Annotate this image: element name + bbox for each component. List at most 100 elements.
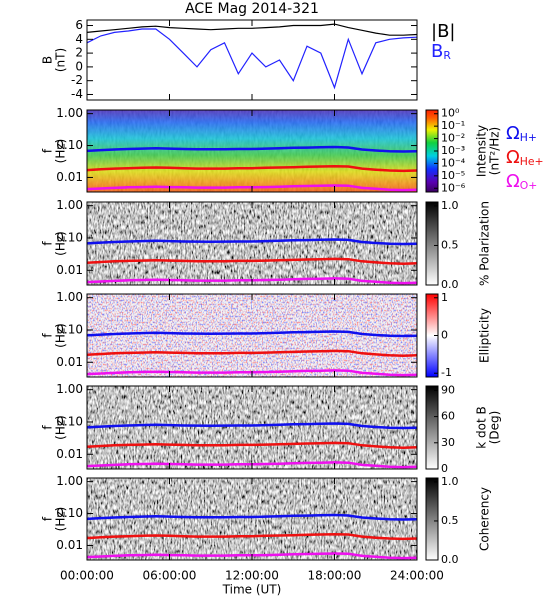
colorbar-tick-label: 0.0 [441,553,459,566]
series-line [86,164,418,173]
y-axis-label: f [41,333,55,338]
spectrogram-image [87,202,417,285]
colorbar-tick-label: 10⁻³ [441,144,465,157]
y-tick-label: 0.10 [56,138,83,152]
colorbar [425,201,439,286]
x-tick-label: 06:00:00 [143,569,197,583]
legend-label: |B| [431,21,455,42]
colorbar-label: % Polarization [478,201,492,286]
colorbar-label: Coherency [478,487,492,551]
y-tick-label: 1.00 [56,106,83,120]
y-axis-label: f [41,516,55,521]
y-tick-label: 0.01 [56,538,83,552]
y-tick-label: 0 [75,59,83,73]
colorbar-label: (Deg) [488,411,502,445]
y-tick-label: 0.10 [56,414,83,428]
series-line [86,145,418,153]
colorbar-label: Intensity [475,125,489,177]
series-line [86,441,418,449]
colorbar-label: (nT²/Hz) [488,127,502,175]
legend-label: ΩO+ [506,171,537,192]
colorbar-tick-label: 0 [441,462,448,475]
y-tick-label: 1.00 [56,198,83,212]
y-tick-label: 0.01 [56,355,83,369]
colorbar-label: Ellipticity [478,308,492,363]
legend-name: |B| [431,21,455,42]
y-tick-label: -2 [71,73,83,87]
legend-label: BR [431,41,451,62]
x-tick-label: 12:00:00 [225,569,279,583]
x-tick-label: 18:00:00 [308,569,362,583]
colorbar-tick-label: 30 [441,436,455,449]
legend-label: ΩH+ [506,123,537,144]
colorbar-tick-label: -1 [441,366,452,379]
x-tick-label: 24:00:00 [390,569,444,583]
y-axis-label: (Hz) [54,323,68,348]
colorbar-tick-label: 60 [441,410,455,423]
colorbar-tick-label: 10⁻⁶ [441,181,466,194]
y-axis-label: B [41,56,55,64]
colorbar-tick-label: 10⁻² [441,132,465,145]
legend-subscript: R [443,49,451,62]
legend-name: Ω [506,123,520,144]
colorbar-tick-label: 0.5 [441,514,459,527]
series-line [86,28,418,90]
y-tick-label: 0.10 [56,230,83,244]
y-axis-label: (Hz) [54,139,68,164]
y-tick-label: 1.00 [56,382,83,396]
y-tick-label: 0.01 [56,447,83,461]
y-tick-label: 1.00 [56,474,83,488]
series-line [86,532,418,541]
spectrogram-texture [87,294,417,377]
series-line [86,330,418,338]
y-axis-label: (nT) [54,48,68,72]
series-line [86,349,418,357]
spectrogram-image [87,478,417,560]
colorbar-tick-label: 1.0 [441,475,459,488]
spectrogram-image [87,386,417,469]
legend-subscript: O+ [520,179,538,192]
series-line [86,257,418,265]
legend-name: B [431,41,443,62]
legend-subscript: H+ [520,131,537,144]
y-tick-label: 0.01 [56,263,83,277]
y-tick-label: 2 [75,46,83,60]
colorbar-tick-label: 10⁻¹ [441,119,465,132]
chart-title: ACE Mag 2014-321 [185,1,319,17]
x-tick-label: 00:00:00 [60,569,114,583]
colorbar-tick-label: 0 [441,329,448,342]
legend-label: ΩHe+ [506,147,544,168]
legend-subscript: He+ [520,155,544,168]
colorbar-tick-label: 10⁰ [441,107,460,120]
y-tick-label: -4 [71,87,83,101]
y-axis-label: f [41,425,55,430]
x-axis-label: Time (UT) [222,583,282,597]
legend-name: Ω [506,171,520,192]
y-tick-label: 0.10 [56,506,83,520]
spectrogram-texture [87,110,417,192]
colorbar-tick-label: 10⁻⁴ [441,156,466,169]
series-line [86,238,418,246]
y-tick-label: 6 [75,18,83,32]
y-axis-label: f [41,148,55,153]
y-axis-label: (Hz) [54,231,68,256]
series-line [86,422,418,430]
colorbar-tick-label: 10⁻⁵ [441,169,465,182]
y-tick-label: 0.01 [56,170,83,184]
colorbar-tick-label: 0.0 [441,278,459,291]
y-tick-label: 0.10 [56,322,83,336]
colorbar [425,477,439,561]
colorbar [425,385,439,470]
colorbar-tick-label: 1 [441,291,448,304]
colorbar-tick-label: 90 [441,383,455,396]
series-line [86,23,418,36]
series-line [86,513,418,521]
y-tick-label: 4 [75,32,83,46]
y-axis-label: f [41,241,55,246]
colorbar-label: k dot B [475,406,489,448]
legend-name: Ω [506,147,520,168]
colorbar-tick-label: 1.0 [441,199,459,212]
y-tick-label: 1.00 [56,290,83,304]
y-axis-label: (Hz) [54,507,68,532]
